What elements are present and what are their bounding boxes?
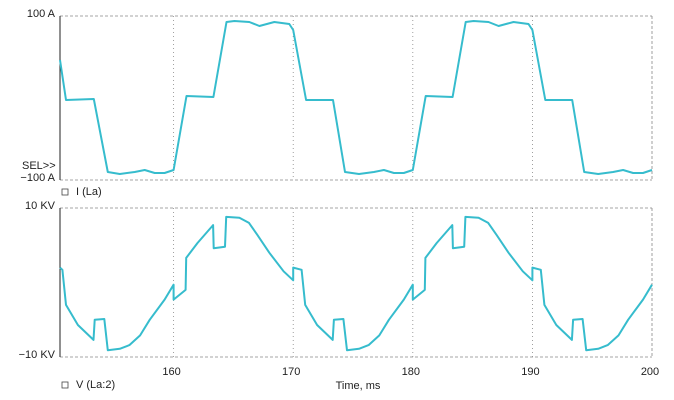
x-tick-label: 190 (521, 366, 539, 378)
legend-label: V (La:2) (76, 379, 115, 391)
x-tick-label: 180 (402, 366, 420, 378)
x-tick-label: 160 (162, 366, 180, 378)
legend-label: I (La) (76, 186, 102, 198)
x-tick-label: 200 (641, 366, 659, 378)
legend-marker (61, 381, 69, 389)
line-series (59, 215, 653, 352)
line-series (59, 20, 653, 175)
y-tick-label: 100 A (27, 8, 56, 20)
legend-marker (61, 188, 69, 196)
x-tick-label: 170 (282, 366, 300, 378)
x-axis-label: Time, ms (336, 380, 381, 392)
y-tick-label: −100 A (20, 172, 55, 184)
y-tick-label: −10 KV (19, 349, 56, 361)
y-tick-label: 10 KV (25, 200, 56, 212)
annotation: SEL>> (22, 160, 56, 172)
